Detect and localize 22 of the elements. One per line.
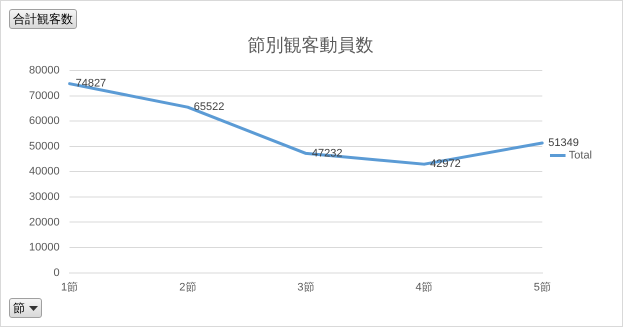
y-tick-label: 60000 (28, 115, 60, 128)
y-tick-label: 80000 (28, 64, 60, 77)
x-tick-label: 1節 (61, 281, 78, 294)
x-tick-label: 2節 (179, 281, 196, 294)
y-tick-label: 10000 (28, 242, 60, 254)
x-tick-label: 3節 (297, 281, 314, 294)
text: 節 (13, 300, 25, 316)
legend-label: Total (568, 150, 592, 162)
data-label: 51349 (548, 137, 579, 150)
x-tick-label: 4節 (416, 281, 433, 294)
y-tick-label: 40000 (28, 166, 60, 178)
y-tick-label: 0 (53, 266, 60, 279)
y-tick-label: 20000 (28, 216, 60, 228)
y-tick-label: 50000 (28, 140, 60, 152)
y-tick-label: 70000 (28, 90, 60, 102)
data-label: 42972 (430, 158, 461, 170)
data-label: 74827 (76, 78, 106, 90)
chart-title: 節別観客動員数 (248, 34, 374, 55)
data-label: 65522 (194, 101, 224, 114)
y-tick-label: 30000 (28, 191, 60, 204)
x-tick-label: 5節 (534, 281, 551, 294)
text: 合計観客数 (9, 9, 77, 29)
